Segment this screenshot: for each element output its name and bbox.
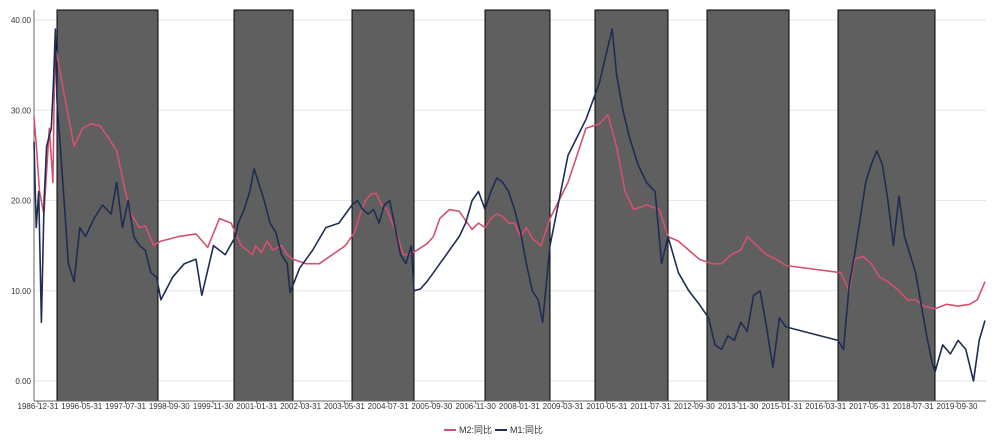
x-tick-label: 2002-03-31 [280,402,321,411]
series-line-m2 [33,46,986,310]
x-tick-label: 2005-09-30 [411,402,452,411]
y-tick-label: 0.00 [15,377,31,386]
x-tick-label: 2009-03-31 [543,402,584,411]
shaded-period [484,9,551,402]
x-tick-label: 1997-07-31 [105,402,146,411]
x-tick-label: 1986-12-31 [18,402,59,411]
x-tick-label: 2003-05-31 [324,402,365,411]
x-tick-label: 2017-05-31 [849,402,890,411]
x-tick-label: 2012-09-30 [674,402,715,411]
x-tick-label: 2011-07-31 [631,402,672,411]
shaded-period [233,9,294,402]
x-tick-label: 2015-01-31 [761,402,802,411]
shaded-periods [56,9,936,402]
x-tick-label: 1996-05-31 [61,402,102,411]
x-tick-label: 2018-07-31 [893,402,934,411]
x-tick-label: 2010-05-31 [586,402,627,411]
x-tick-label: 2006-11-30 [455,402,496,411]
series-lines [33,28,986,382]
axes: 0.00 10.00 20.00 30.00 40.00 1986-12-31 1996-0… [11,10,986,411]
legend-label[interactable]: M2:同比 [459,424,492,435]
x-tick-label: 2001-01-31 [236,402,277,411]
x-tick-label: 2019-09-30 [937,402,978,411]
y-tick-label: 30.00 [11,106,32,115]
shaded-period [706,9,790,402]
x-tick-label: 2004-07-31 [368,402,409,411]
series-line-m1 [33,28,986,382]
x-tick-label: 2008-01-31 [499,402,540,411]
y-tick-label: 20.00 [11,197,32,206]
x-tick-label: 1999-11-30 [193,402,234,411]
shaded-period [837,9,936,402]
x-tick-label: 2016-03-31 [805,402,846,411]
legend-label[interactable]: M1:同比 [510,424,543,435]
x-tick-label: 2013-11-30 [718,402,759,411]
y-tick-label: 10.00 [11,287,32,296]
y-tick-label: 40.00 [11,16,32,25]
shaded-period [56,9,159,402]
x-tick-label: 1998-09-30 [149,402,190,411]
legend: M2:同比 M1:同比 [444,424,543,435]
